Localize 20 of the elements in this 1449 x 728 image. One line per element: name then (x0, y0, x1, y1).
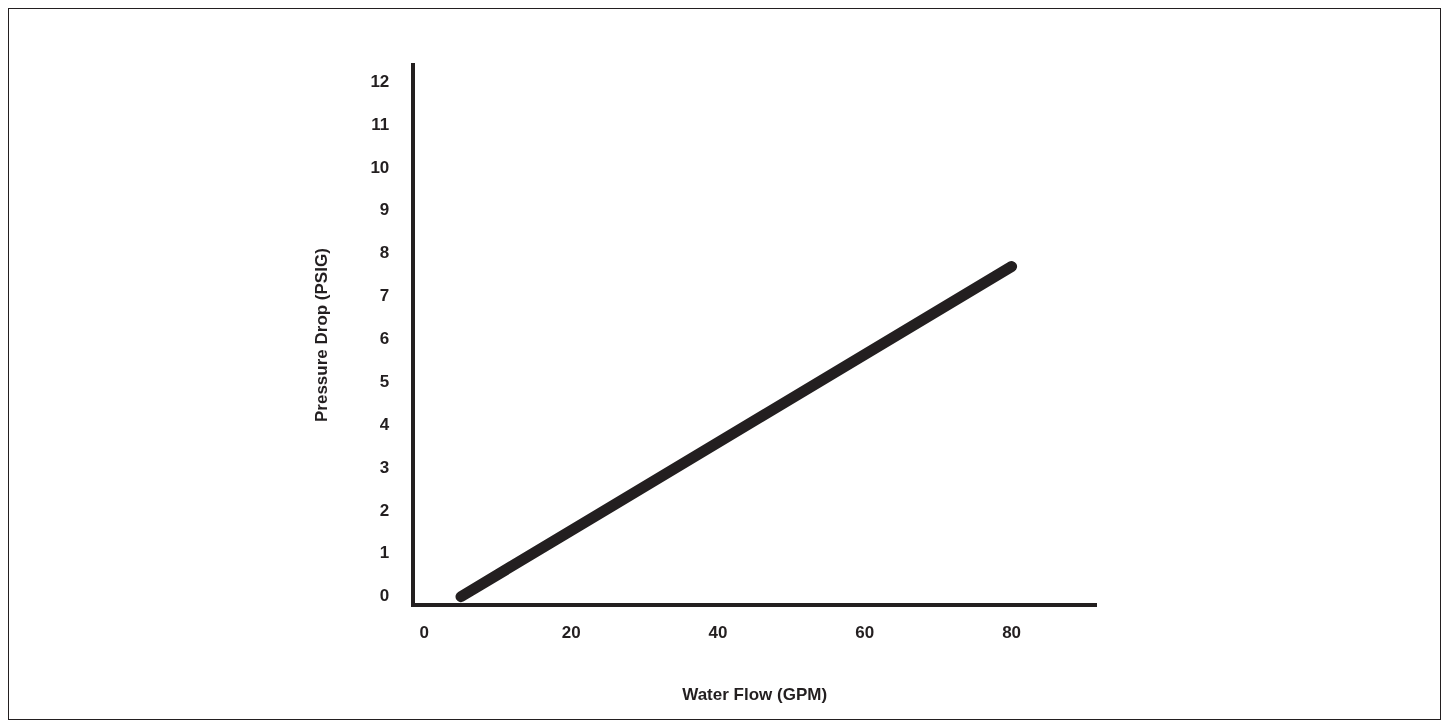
y-tick-label: 11 (371, 114, 390, 134)
y-tick-label: 8 (379, 243, 390, 263)
y-tick-label: 7 (379, 286, 390, 306)
x-axis-title: Water Flow (GPM) (682, 685, 828, 705)
y-tick-label: 5 (379, 371, 390, 391)
x-tick-label: 0 (419, 623, 430, 643)
y-tick-label: 9 (379, 200, 390, 220)
x-tick-label: 20 (561, 623, 581, 643)
x-tick-label: 40 (708, 623, 728, 643)
y-tick-label: 2 (379, 500, 390, 520)
y-axis-title: Pressure Drop (PSIG) (311, 248, 331, 423)
y-tick-label: 0 (379, 586, 390, 606)
y-tick-label: 1 (379, 543, 390, 563)
y-tick-label: 10 (370, 157, 390, 177)
y-tick-label: 4 (379, 414, 390, 434)
y-tick-label: 6 (379, 329, 390, 349)
y-tick-label: 12 (370, 71, 390, 91)
x-tick-label: 80 (1002, 623, 1022, 643)
y-tick-label: 3 (379, 457, 390, 477)
x-tick-label: 60 (855, 623, 875, 643)
